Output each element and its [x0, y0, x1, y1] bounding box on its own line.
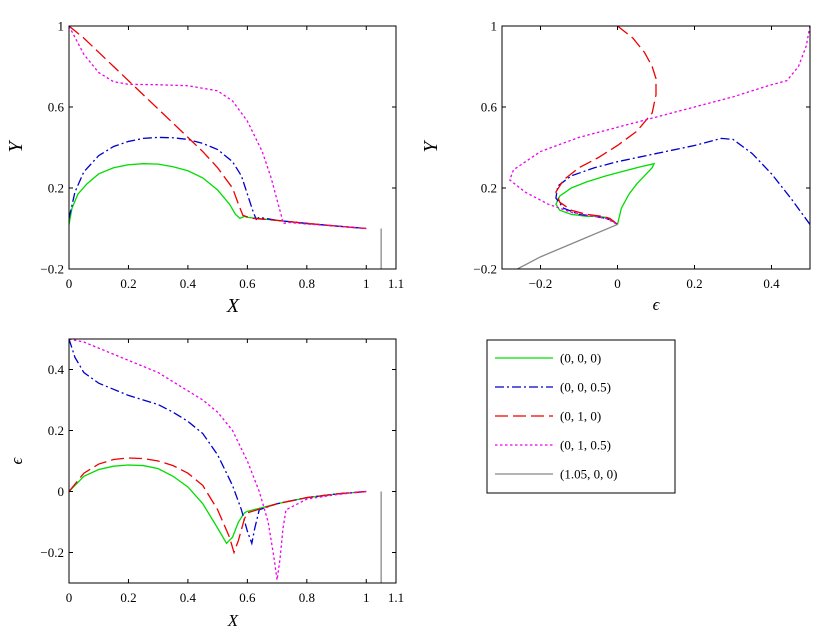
y-tick-label: 0.2: [481, 181, 497, 196]
x-tick-label: −0.2: [529, 276, 553, 291]
y-axis-label: Y: [420, 140, 442, 153]
x-tick-label: 1.1: [388, 590, 404, 605]
x-tick-label: 0.6: [239, 276, 256, 291]
x-tick-label: 1: [363, 590, 370, 605]
y-axis-label: Y: [5, 140, 27, 153]
axes-box: [68, 25, 397, 270]
legend-label: (0, 1, 0): [560, 409, 601, 424]
x-tick-label: 0: [66, 590, 73, 605]
series-line-3: [555, 26, 657, 225]
axes-box: [68, 338, 397, 584]
x-tick-label: 0.4: [763, 276, 780, 291]
subplot-2: −0.2 0 0.2 0.4 −0.2 0.2 0.6 1 ϵ Y: [420, 19, 811, 314]
x-tick-label: 0.4: [180, 590, 197, 605]
series-line-2: [555, 137, 810, 225]
legend-label: (1.05, 0, 0): [560, 467, 617, 482]
y-tick-label: −0.2: [473, 262, 497, 277]
x-tick-label: 0.2: [120, 590, 136, 605]
legend-label: (0, 0, 0): [560, 351, 601, 366]
y-tick-label: 0.6: [48, 100, 65, 115]
subplot-1: 0 0.2 0.4 0.6 0.8 1 1.1 −0.2 0.2 0.6 1 X Y: [5, 19, 404, 318]
subplot-3: 0 0.2 0.4 0.6 0.8 1 1.1 −0.2 0 0.2 0.4 Xϵ: [7, 338, 404, 630]
series-line-4: [508, 26, 810, 226]
y-tick-label: 0.2: [48, 423, 64, 438]
y-tick-label: 0.6: [481, 100, 498, 115]
x-tick-label: 0.8: [299, 276, 315, 291]
series-line-2: [69, 136, 367, 230]
y-tick-label: −0.2: [40, 545, 64, 560]
series-line-1: [69, 464, 367, 545]
legend-label: (0, 0, 0.5): [560, 380, 611, 395]
series-line-1: [555, 162, 656, 225]
y-tick-label: 1: [491, 19, 498, 34]
series-line-1: [69, 163, 367, 230]
y-tick-label: 0.4: [48, 362, 65, 377]
legend: (0, 0, 0) (0, 0, 0.5) (0, 1, 0) (0, 1, 0.5)…: [486, 339, 676, 494]
y-tick-label: 0: [58, 484, 65, 499]
x-tick-label: 0.2: [686, 276, 702, 291]
x-tick-label: 0: [614, 276, 621, 291]
x-tick-label: 0.8: [299, 590, 315, 605]
x-axis-label: X: [227, 611, 239, 630]
series-line-4: [69, 26, 367, 230]
x-axis-label: ϵ: [653, 295, 661, 314]
x-tick-label: 0: [66, 276, 73, 291]
series-line-2: [69, 339, 367, 546]
y-tick-label: 0.2: [48, 181, 64, 196]
y-axis-label: ϵ: [7, 456, 26, 464]
series-line-5: [517, 223, 618, 269]
axes-box: [501, 25, 811, 270]
x-tick-label: 1.1: [388, 276, 404, 291]
x-tick-label: 0.6: [239, 590, 256, 605]
x-axis-label: X: [226, 295, 240, 317]
series-line-3: [69, 457, 367, 555]
legend-label: (0, 1, 0.5): [560, 438, 611, 453]
series-line-3: [69, 26, 367, 230]
y-tick-label: 1: [58, 19, 65, 34]
x-tick-label: 0.2: [120, 276, 136, 291]
x-tick-label: 0.4: [180, 276, 197, 291]
series-line-4: [69, 339, 367, 581]
x-tick-label: 1: [363, 276, 370, 291]
y-tick-label: −0.2: [40, 262, 64, 277]
